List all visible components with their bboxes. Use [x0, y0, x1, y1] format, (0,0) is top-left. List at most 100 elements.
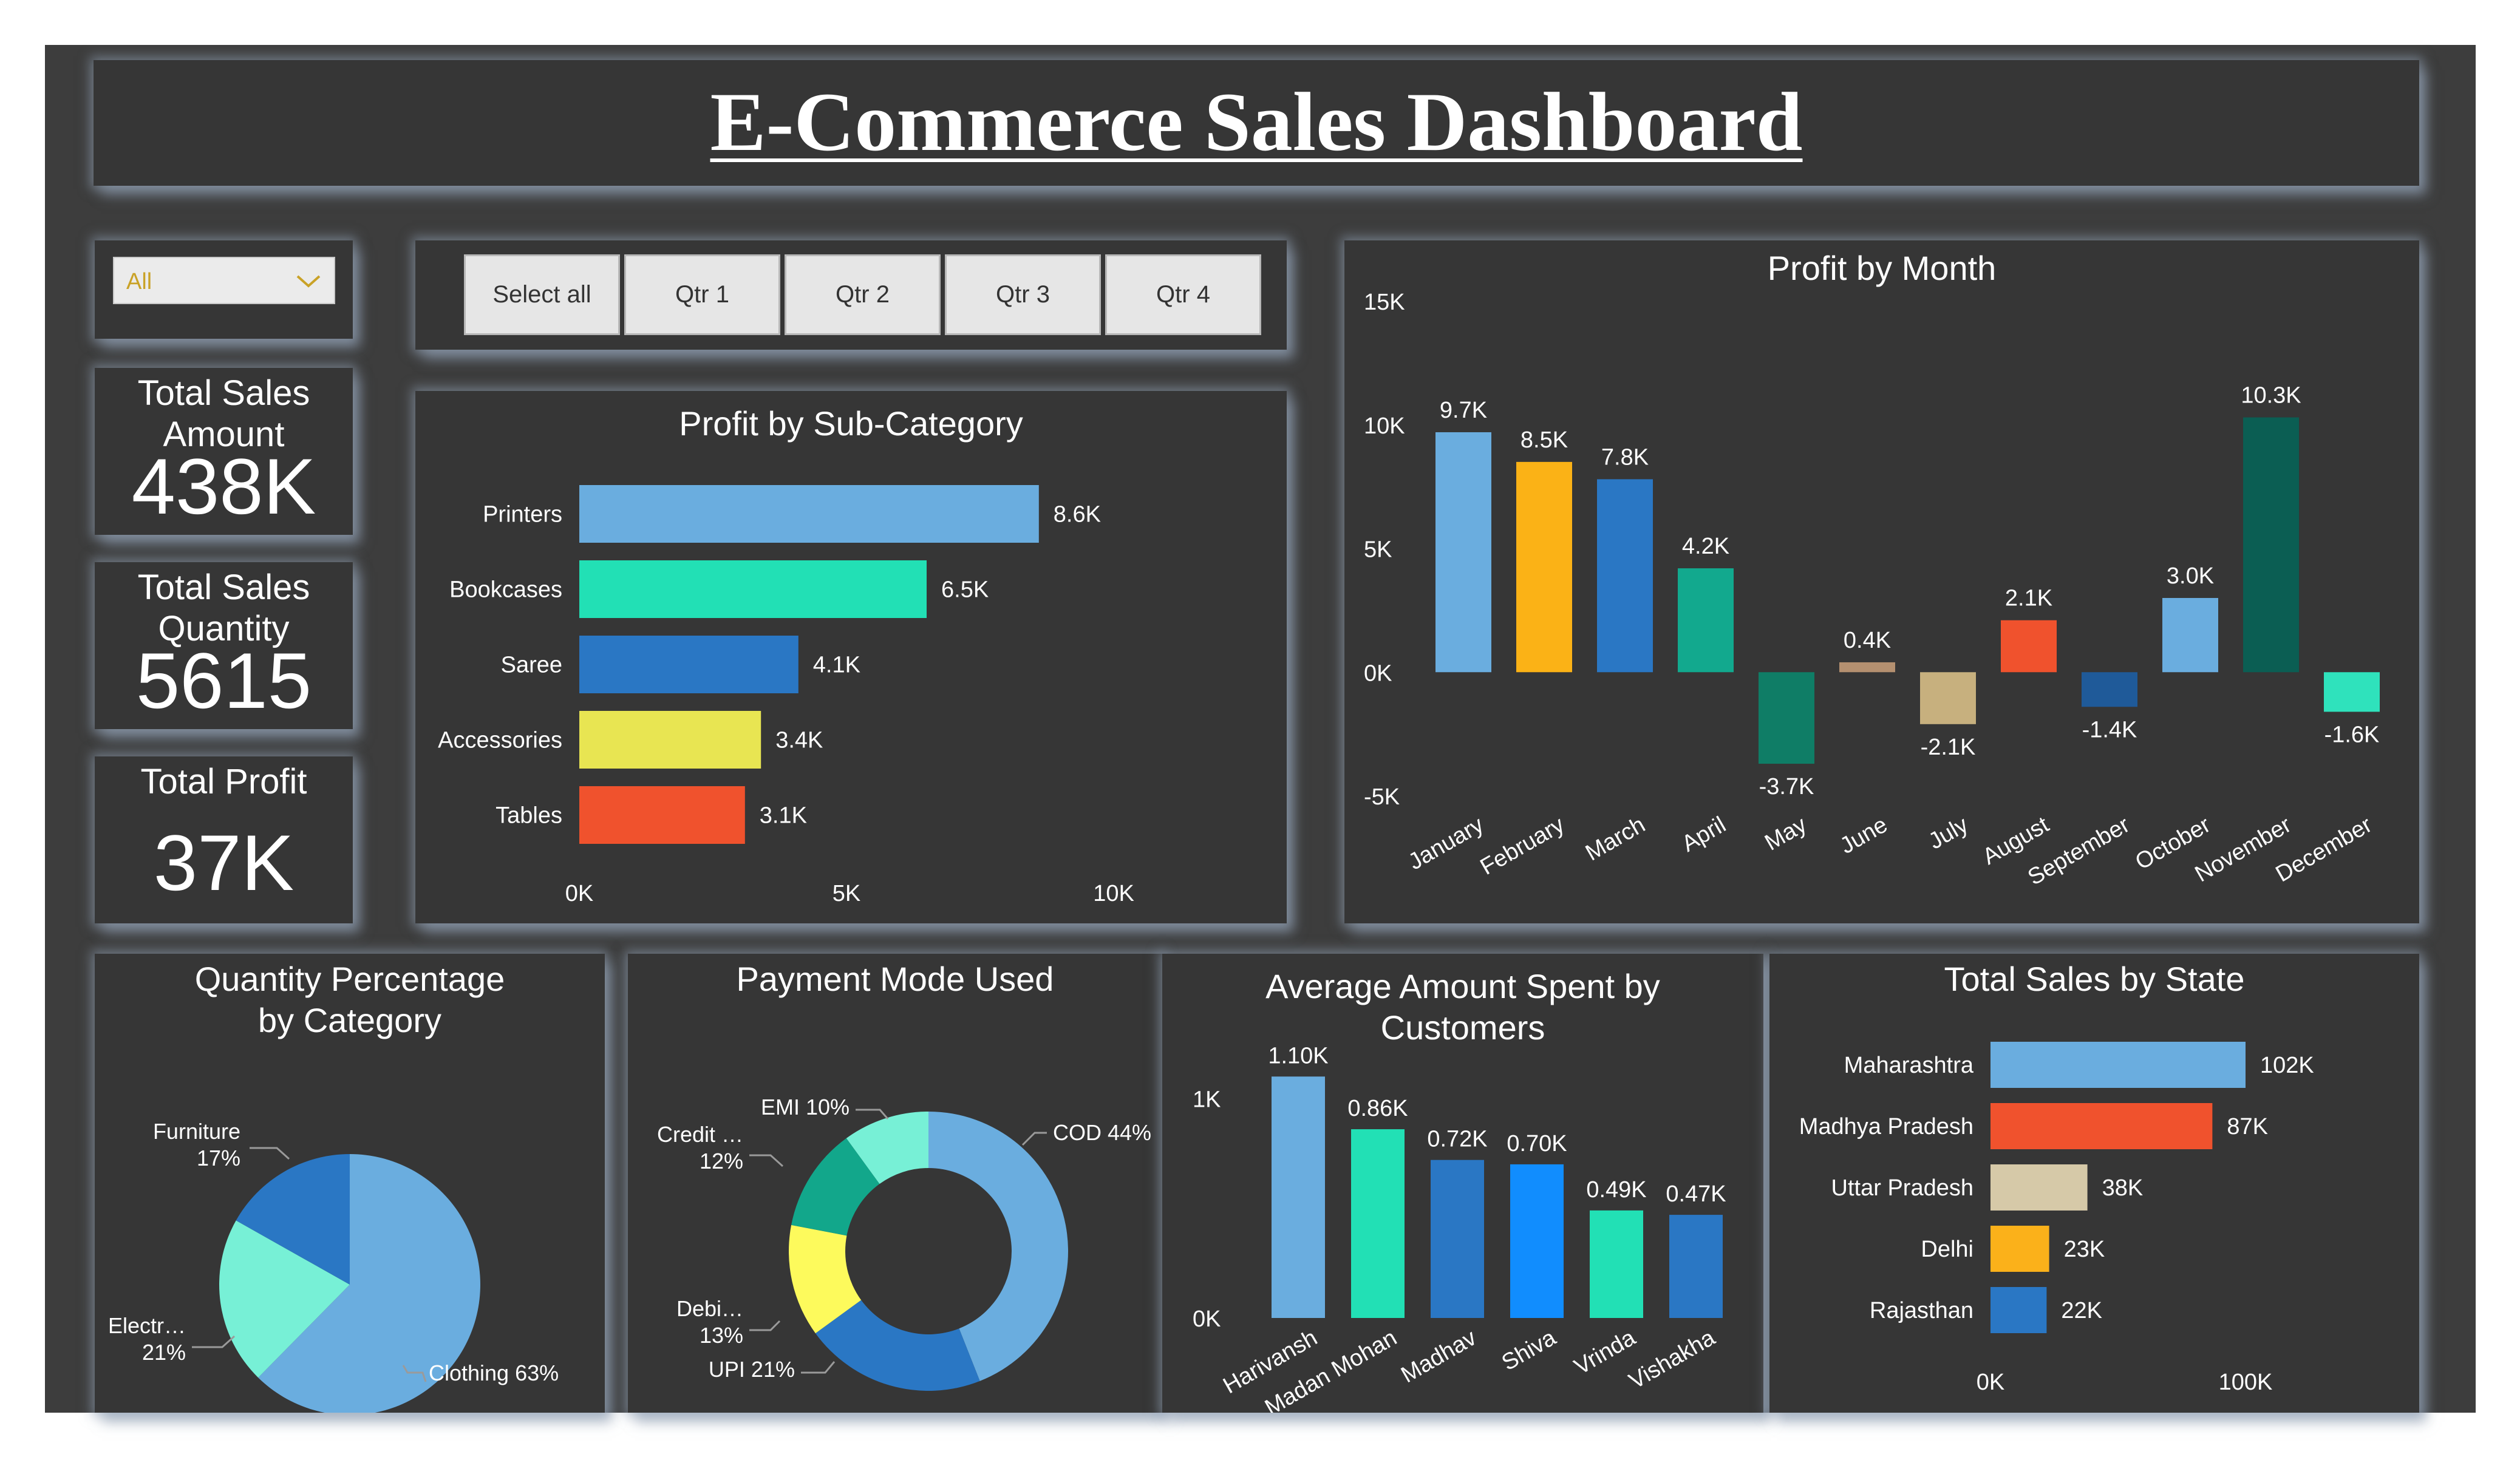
payment-mode-chart: COD 44% UPI 21% Debi…13% Credit …12% EMI 10% [657, 1095, 1151, 1391]
slice-label: Electr… [108, 1313, 186, 1338]
tick-label: 15K [1364, 290, 1405, 315]
bar [1990, 1287, 2047, 1333]
bar [579, 636, 799, 693]
bar [1272, 1076, 1325, 1318]
pie-slice [846, 1112, 928, 1184]
category-label: Tables [495, 803, 562, 829]
chart-title: Payment Mode Used [736, 960, 1054, 998]
slice-label: Clothing 63% [429, 1360, 559, 1385]
tick-label: 100K [2219, 1370, 2273, 1395]
data-label: 3.1K [760, 803, 807, 829]
qtr-3-button[interactable]: Qtr 3 [945, 254, 1101, 335]
bar [1990, 1103, 2213, 1149]
category-label: Delhi [1921, 1237, 1973, 1262]
qtr-4-button[interactable]: Qtr 4 [1105, 254, 1261, 335]
category-label: Printers [483, 502, 562, 528]
tick-label: 0K [1193, 1306, 1221, 1332]
data-label: 23K [2064, 1237, 2105, 1262]
kpi-value: 5615 [135, 636, 312, 725]
category-label: February [1476, 812, 1569, 880]
bar [1516, 461, 1572, 673]
data-label: 6.5K [941, 577, 989, 603]
pie-slice [258, 1154, 480, 1413]
sales-by-state-panel: Total Sales by State Maharashtra 102K Madh… [1769, 954, 2419, 1413]
category-label: April [1678, 812, 1731, 857]
tick-label: 5K [1364, 537, 1392, 563]
chevron-down-icon [296, 275, 321, 288]
pie-slice [219, 1220, 350, 1378]
leader-line [250, 1147, 290, 1160]
pie-slice [815, 1300, 980, 1391]
bar [1990, 1164, 2088, 1211]
qtr-1-button[interactable]: Qtr 1 [624, 254, 780, 335]
kpi-label: Total Sales Amount [137, 373, 310, 454]
category-label: Vishakha [1625, 1325, 1720, 1394]
dashboard-frame: E-Commerce Sales Dashboard All Select al… [45, 45, 2476, 1413]
filter-panel: All [95, 240, 353, 339]
dropdown-value: All [126, 269, 152, 294]
slice-label: 21% [142, 1340, 186, 1365]
data-label: 0.4K [1844, 628, 1891, 653]
slice-label: Credit … [657, 1122, 743, 1147]
bar [1431, 1160, 1484, 1318]
slice-label: COD 44% [1053, 1120, 1151, 1145]
slice-label: 12% [700, 1149, 743, 1173]
tick-label: 10K [1093, 881, 1134, 906]
kpi-total-profit: Total Profit 37K [95, 756, 353, 923]
data-label: 1.10K [1268, 1043, 1328, 1068]
title-panel: E-Commerce Sales Dashboard [94, 60, 2419, 186]
slice-label: 17% [197, 1146, 240, 1170]
data-label: 4.2K [1682, 534, 1729, 559]
category-label: Bookcases [449, 577, 562, 603]
category-label: Uttar Pradesh [1831, 1175, 1973, 1201]
data-label: 0.72K [1427, 1127, 1487, 1152]
pie-slice [928, 1112, 1068, 1381]
data-label: 0.70K [1507, 1131, 1567, 1156]
bar [2162, 598, 2218, 673]
category-label: January [1404, 812, 1488, 875]
bar [1990, 1042, 2246, 1088]
chart-title: Profit by Sub-Category [679, 404, 1023, 443]
quarter-slicer-panel: Select all Qtr 1 Qtr 2 Qtr 3 Qtr 4 [415, 240, 1287, 350]
chart-title: Quantity Percentage by Category [194, 960, 505, 1039]
category-label: Accessories [438, 728, 562, 753]
category-label: Rajasthan [1870, 1298, 1973, 1323]
tick-label: 0K [565, 881, 593, 906]
leader-line [1021, 1132, 1047, 1146]
pie-slice [791, 1138, 880, 1236]
bar [1839, 662, 1895, 673]
tick-label: 10K [1364, 413, 1405, 439]
chart-title: Total Sales by State [1944, 960, 2245, 998]
slice-label: UPI 21% [709, 1357, 795, 1382]
data-label: 10.3K [2241, 383, 2301, 409]
data-label: 0.86K [1347, 1096, 1408, 1121]
bar [2001, 620, 2057, 673]
data-label: 0.49K [1586, 1177, 1646, 1203]
data-label: -3.7K [1759, 774, 1814, 800]
data-label: -2.1K [1921, 735, 1976, 760]
leader-line [801, 1361, 836, 1374]
tick-label: 0K [1364, 661, 1392, 686]
bar [1678, 568, 1734, 673]
tick-label: 0K [1977, 1370, 2004, 1395]
sales-by-state-chart: Maharashtra 102K Madhya Pradesh 87K Uttar Pr… [1799, 1042, 2314, 1395]
pie-slice [789, 1224, 862, 1334]
category-label: Shiva [1497, 1325, 1561, 1376]
category-dropdown[interactable]: All [113, 257, 335, 304]
bar [579, 560, 927, 618]
category-label: May [1760, 812, 1811, 855]
data-label: 8.5K [1521, 427, 1568, 453]
profit-by-subcategory-chart: Printers 8.6K Bookcases 6.5K Saree 4.1K Access… [438, 485, 1134, 906]
select-all-button[interactable]: Select all [464, 254, 620, 335]
data-label: 0.47K [1666, 1181, 1726, 1207]
bar [1669, 1215, 1723, 1318]
category-label: Madhya Pradesh [1799, 1114, 1973, 1139]
kpi-value: 37K [153, 818, 295, 907]
data-label: 9.7K [1440, 398, 1487, 423]
qtr-2-button[interactable]: Qtr 2 [785, 254, 941, 335]
payment-mode-panel: Payment Mode Used COD 44% UPI 21% Debi… 13%… [628, 954, 1162, 1413]
bar [1759, 672, 1814, 764]
bar [579, 485, 1039, 543]
